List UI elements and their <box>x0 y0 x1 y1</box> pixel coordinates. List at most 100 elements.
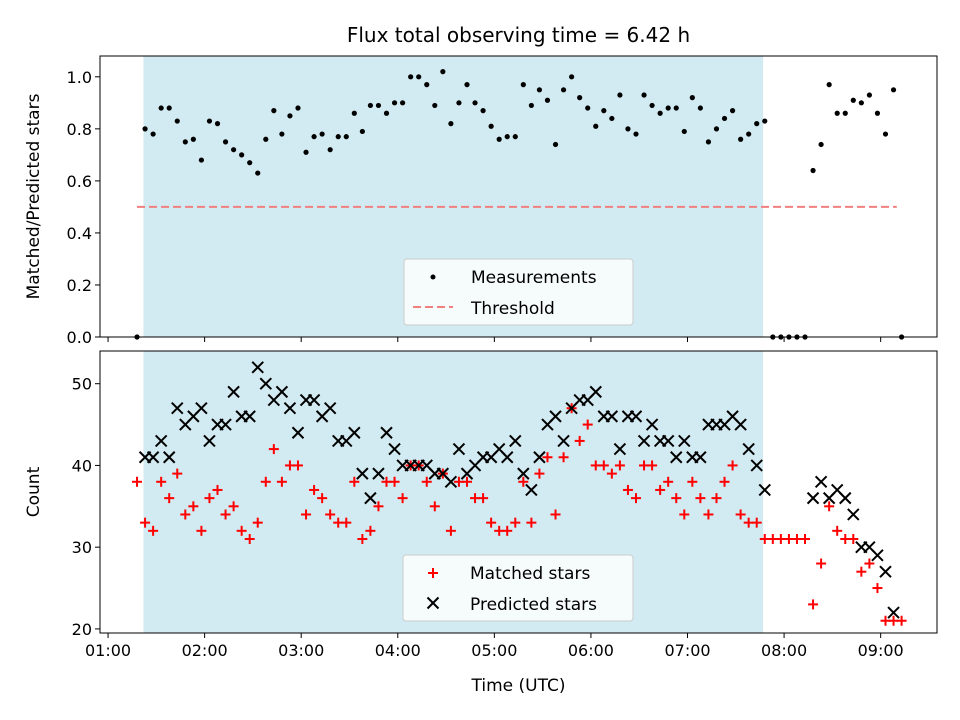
top-legend: Measurements Threshold <box>403 258 634 326</box>
matched-star-point <box>719 476 730 487</box>
predicted-stars-points <box>138 361 900 619</box>
matched-star-point <box>574 435 585 446</box>
measurement-point <box>617 92 623 98</box>
predicted-star-point <box>814 475 828 488</box>
measurement-point <box>826 82 832 88</box>
predicted-star-point <box>670 451 683 464</box>
measurement-point <box>552 141 559 148</box>
matched-star-point <box>397 493 408 504</box>
legend-plus-glyph <box>428 568 438 578</box>
predicted-star-point <box>509 434 522 448</box>
matched-star-point <box>872 583 883 594</box>
y-tick-label: 0.6 <box>67 172 92 191</box>
predicted-star-point <box>323 402 337 415</box>
matched-star-point <box>317 493 328 504</box>
measurement-point <box>585 105 591 111</box>
bottom-legend-box <box>402 554 634 622</box>
measurement-point <box>625 126 631 132</box>
measurement-point <box>729 108 736 114</box>
matched-star-point <box>164 493 175 504</box>
legend-predicted-marker <box>426 596 440 610</box>
bottom-y-ticks: 20 30 40 50 <box>72 375 100 639</box>
matched-star-point <box>727 460 738 471</box>
predicted-star-point <box>871 549 884 562</box>
predicted-star-point <box>742 442 755 456</box>
matched-star-point <box>421 476 432 487</box>
predicted-star-point <box>283 402 297 415</box>
measurement-point <box>842 110 848 116</box>
matched-star-point <box>687 476 698 487</box>
matched-star-point <box>478 493 489 504</box>
matched-star-point <box>679 509 690 520</box>
measurement-point <box>448 121 454 127</box>
measurement-point <box>400 100 406 106</box>
measurement-points <box>134 69 905 340</box>
x-tick-label: 02:00 <box>182 641 228 660</box>
measurement-point <box>890 87 897 93</box>
measurement-point <box>504 134 510 140</box>
matched-star-point <box>148 525 159 536</box>
measurement-point <box>214 121 221 127</box>
predicted-star-point <box>847 508 860 521</box>
predicted-star-point <box>380 426 393 439</box>
predicted-star-point <box>259 377 272 390</box>
measurement-point <box>569 74 575 80</box>
legend-threshold-label: Threshold <box>470 299 555 319</box>
matched-star-point <box>735 509 746 520</box>
predicted-star-point <box>356 467 369 480</box>
measurement-point <box>665 105 671 111</box>
predicted-star-point <box>364 491 377 505</box>
measurement-point <box>174 118 180 124</box>
matched-star-point <box>751 517 762 528</box>
matched-star-point <box>228 501 239 512</box>
measurement-point <box>649 102 655 109</box>
matched-star-point <box>445 525 456 536</box>
matched-star-point <box>703 509 714 520</box>
predicted-star-point <box>275 385 289 399</box>
matched-star-point <box>647 460 658 471</box>
measurement-point <box>327 147 333 153</box>
predicted-star-point <box>645 418 659 431</box>
y-tick-label: 1.0 <box>67 68 92 87</box>
matched-star-point <box>824 501 835 512</box>
matched-star-point <box>349 476 360 487</box>
measurement-point <box>150 131 156 137</box>
matched-star-point <box>292 460 303 471</box>
measurement-point <box>190 136 196 142</box>
measurement-point <box>311 134 317 140</box>
matched-star-point <box>301 509 312 520</box>
matched-star-point <box>341 517 352 528</box>
matched-star-point <box>832 525 843 536</box>
measurement-point <box>609 115 615 122</box>
predicted-star-point <box>388 442 401 456</box>
predicted-star-point <box>533 451 546 464</box>
predicted-star-point <box>251 361 264 374</box>
predicted-star-point <box>750 459 763 472</box>
predicted-star-point <box>203 434 216 448</box>
matched-star-point <box>188 501 199 512</box>
measurement-point <box>166 105 172 111</box>
measurement-point <box>303 149 309 155</box>
matched-star-point <box>140 517 151 528</box>
legend-matched-marker <box>428 568 438 578</box>
measurement-point <box>351 110 357 116</box>
matched-star-point <box>896 615 907 626</box>
legend-measurements-marker <box>430 274 436 280</box>
predicted-star-point <box>525 483 538 497</box>
top-x-ticks <box>107 337 882 342</box>
matched-star-point <box>550 509 561 520</box>
predicted-star-point <box>549 410 562 423</box>
predicted-star-point <box>171 402 184 415</box>
measurement-point <box>287 113 293 119</box>
measurement-point <box>367 102 374 109</box>
x-axis-label: Time (UTC) <box>471 676 566 696</box>
measurement-point <box>335 134 341 140</box>
measurement-point <box>263 136 269 142</box>
measurement-point <box>295 105 301 111</box>
measurement-point <box>488 123 494 129</box>
measurement-point <box>705 139 712 145</box>
bottom-axes-frame <box>99 350 938 634</box>
predicted-star-point <box>227 385 240 399</box>
matched-star-point <box>357 534 368 544</box>
